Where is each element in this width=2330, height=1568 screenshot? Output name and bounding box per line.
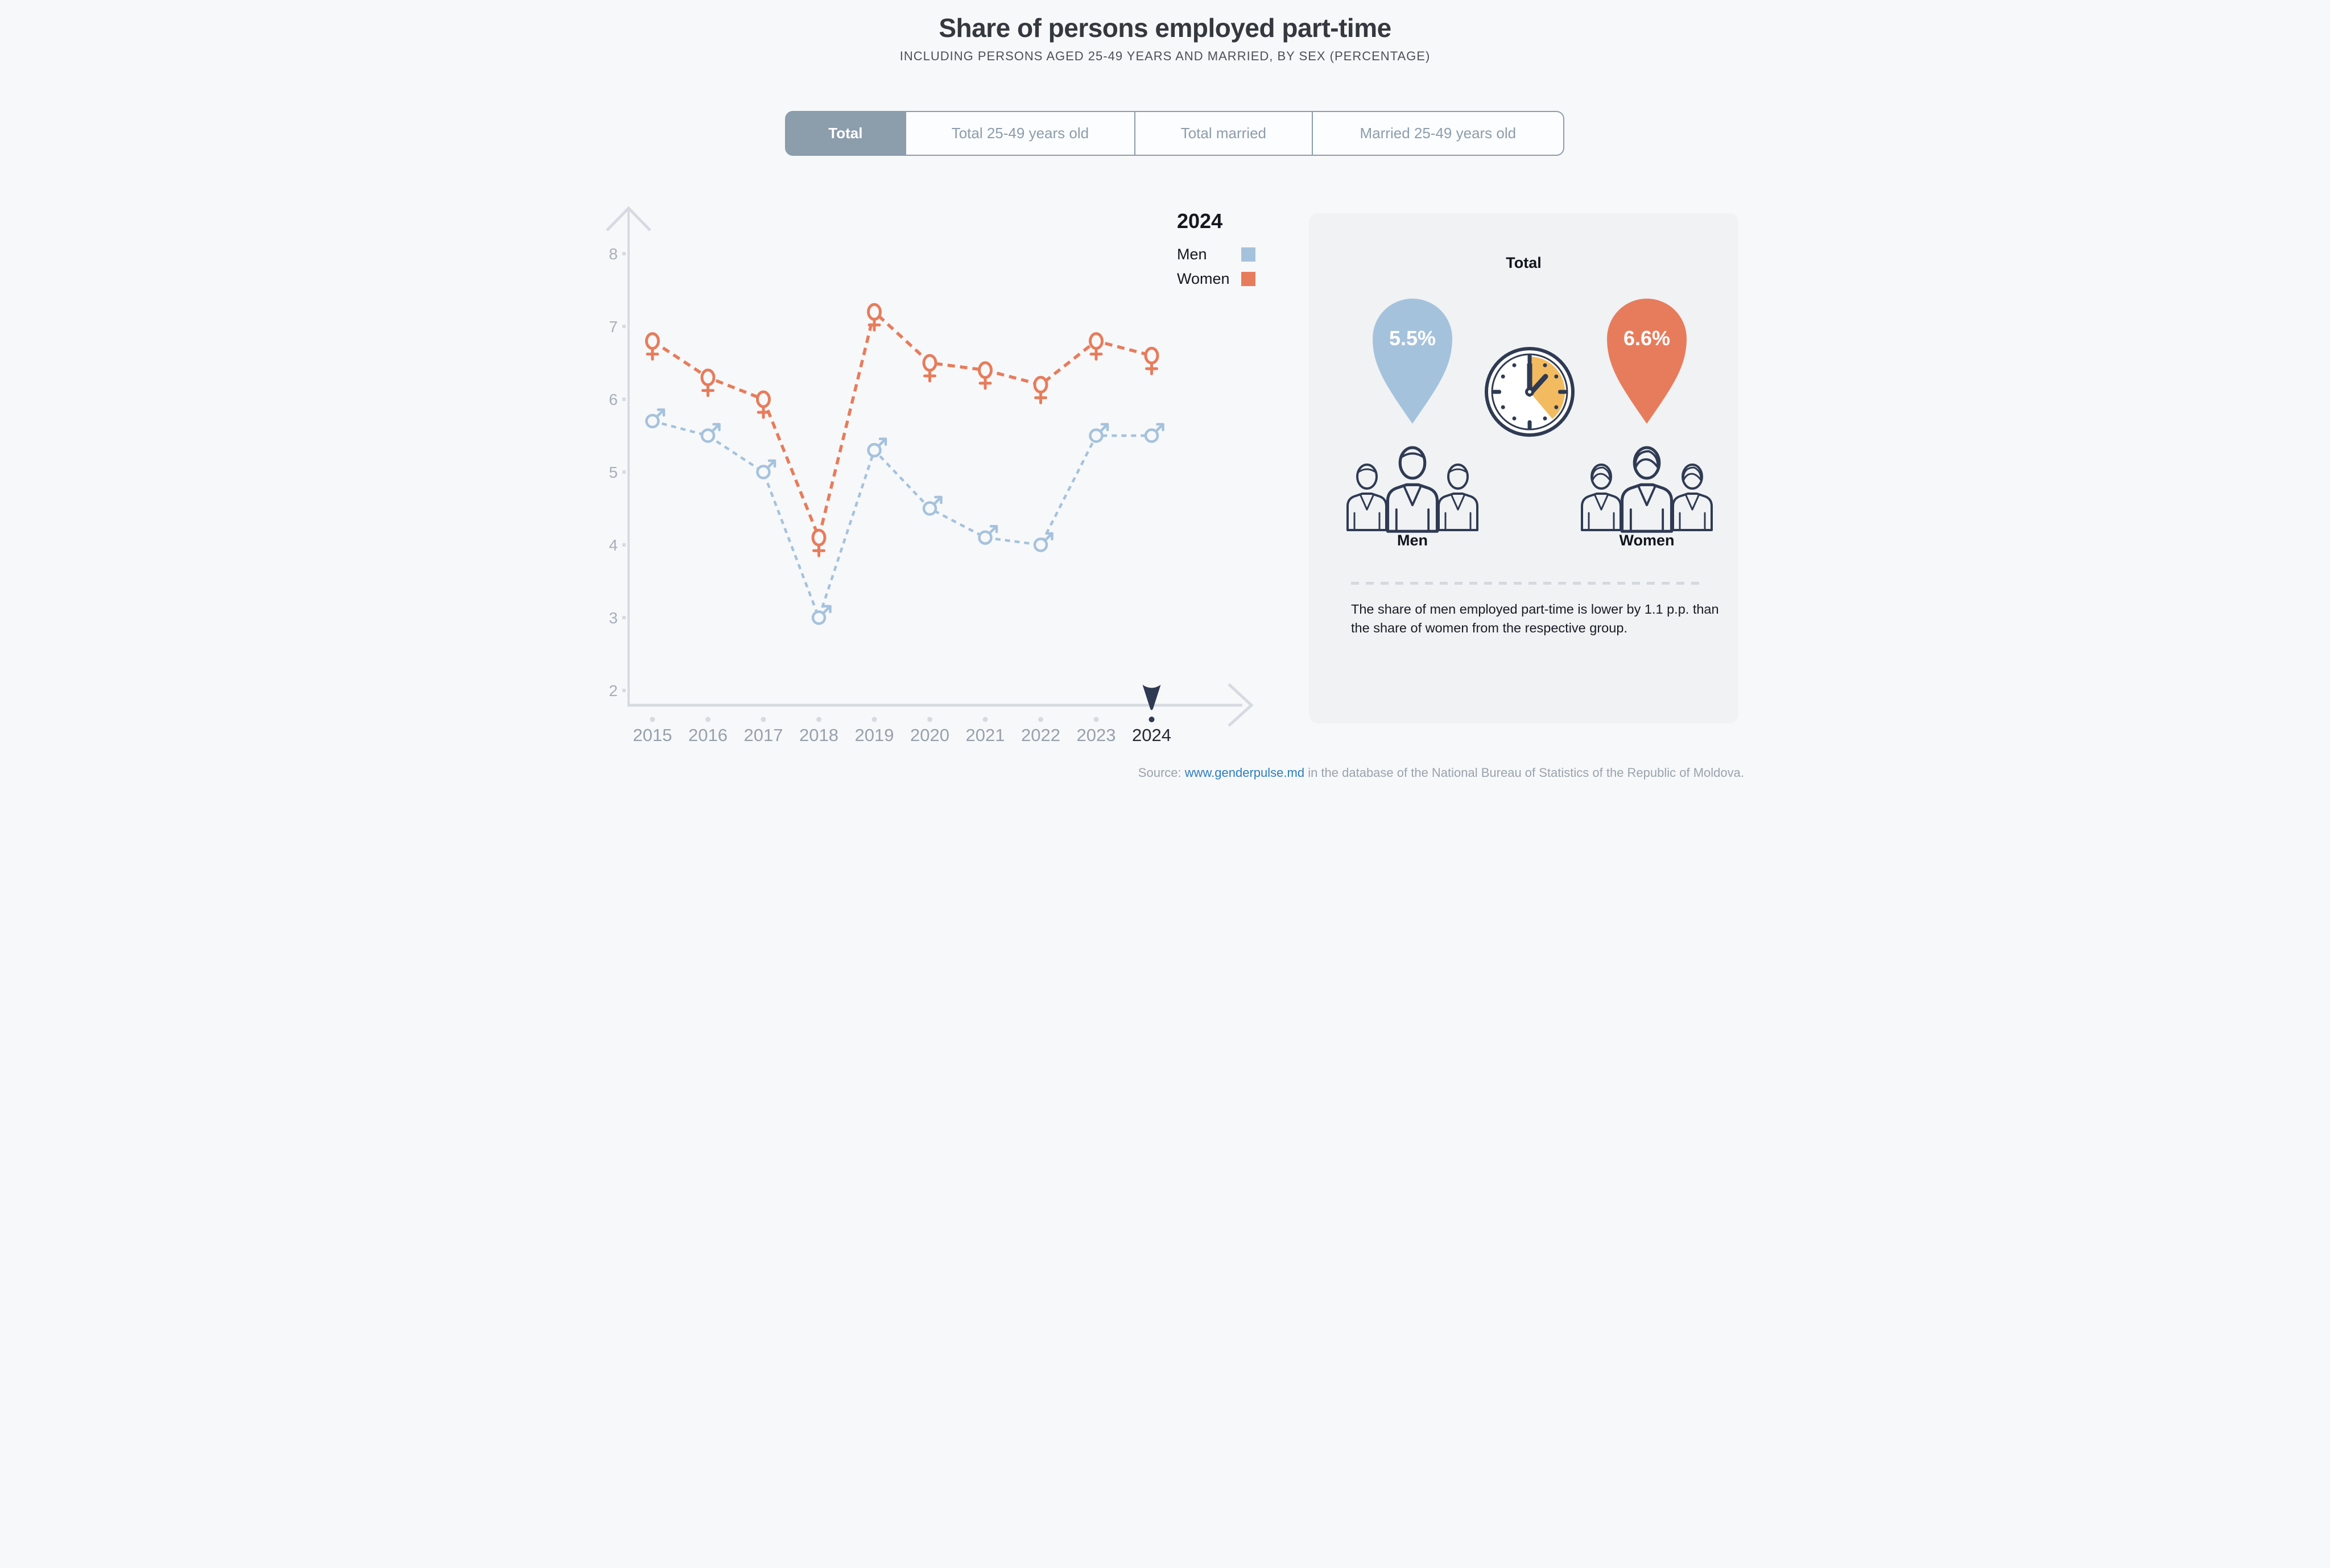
x-tick-label-2017[interactable]: 2017 [744,725,783,745]
series-markers-men [645,408,1164,625]
legend-item-women: Women [1177,270,1255,288]
source-prefix: Source: [1138,766,1185,780]
women-group-label: Women [1619,532,1675,549]
y-tick-label: 2 [609,682,618,700]
y-tick-mark [622,689,626,692]
year-dot [650,717,655,722]
y-tick-label: 6 [609,391,618,408]
y-axis-arrow-icon [606,206,651,231]
source-suffix: in the database of the National Bureau o… [1304,766,1744,780]
x-tick-label-2024[interactable]: 2024 [1132,725,1171,745]
women-value-pin: 6.6% [1607,299,1687,424]
year-dot [927,717,932,722]
y-tick-label: 5 [609,464,618,481]
men-value: 5.5% [1389,326,1436,350]
pin-shape-women [1607,299,1687,424]
x-tick-label-2021[interactable]: 2021 [966,725,1005,745]
tab-total-married[interactable]: Total married [1134,112,1312,155]
clock-wedge [1530,357,1565,419]
y-tick-mark [622,470,626,474]
y-tick-mark [622,398,626,401]
y-tick-label: 4 [609,536,618,554]
men-value-pin: 5.5% [1373,299,1452,424]
x-tick-label-2022[interactable]: 2022 [1021,725,1060,745]
page-header: Share of persons employed part-time INCL… [582,13,1748,64]
tab-bar: Total Total 25-49 years old Total married M… [785,111,1564,156]
men-group-icon [1346,438,1478,537]
page-title: Share of persons employed part-time [939,13,1391,43]
dashed-divider [1351,582,1706,585]
legend-label: Women [1177,270,1230,287]
year-dot [816,717,821,722]
clock-icon [1485,347,1575,437]
pin-shape-men [1373,299,1452,424]
x-axis-arrow-icon [1228,683,1254,727]
tab-total[interactable]: Total [786,112,905,155]
x-tick-label-2020[interactable]: 2020 [910,725,949,745]
legend-year: 2024 [1177,209,1223,233]
x-tick-label-2023[interactable]: 2023 [1077,725,1116,745]
panel-title: Total [1506,254,1542,271]
chart-legend: 2024 Men Women [1177,209,1255,295]
year-dot-selected [1149,717,1155,722]
year-selector-pin-icon[interactable] [1142,685,1161,710]
y-tick-label: 8 [609,245,618,263]
year-dot [871,717,877,722]
x-tick-label-2016[interactable]: 2016 [688,725,728,745]
summary-panel: Total 5.5% [1309,213,1738,723]
series-line-women [651,309,1152,543]
legend-item-men: Men [1177,246,1255,263]
tab-married-25-49-years-old[interactable]: Married 25-49 years old [1311,112,1563,155]
clock-center-dot [1528,390,1531,394]
y-tick-mark [622,616,626,619]
year-dot [982,717,988,722]
year-dot [1093,717,1099,722]
legend-swatch-women [1241,272,1255,286]
series-line-men [652,420,1152,622]
y-tick-mark [622,543,626,547]
men-group-label: Men [1397,532,1428,549]
y-tick-label: 3 [609,609,618,627]
panel-note: The share of men employed part-time is l… [1351,602,1719,636]
women-value: 6.6% [1623,326,1670,350]
x-tick-label-2015[interactable]: 2015 [633,725,672,745]
clock-marks [1492,354,1567,429]
line-chart: 2 3 4 5 6 7 8 2015 2016 2017 2018 2019 2020 2021 2022 2… [606,206,1254,745]
x-tick-label-2019[interactable]: 2019 [855,725,894,745]
infographic: Share of persons employed part-time INCL… [582,0,1748,784]
women-group-icon [1581,438,1713,537]
y-tick-mark [622,325,626,328]
source-line: Source: www.genderpulse.md in the databa… [1138,766,1744,780]
page-subtitle: INCLUDING PERSONS AGED 25-49 YEARS AND M… [899,49,1431,63]
year-dot [1038,717,1043,722]
source-link[interactable]: www.genderpulse.md [1184,766,1305,780]
series-markers-women [645,303,1159,557]
y-tick-mark [622,252,626,255]
legend-swatch-men [1241,247,1255,262]
year-dot [705,717,710,722]
year-dot [761,717,766,722]
tab-total-25-49-years-old[interactable]: Total 25-49 years old [904,112,1134,155]
y-tick-label: 7 [609,318,618,336]
x-tick-label-2018[interactable]: 2018 [799,725,838,745]
legend-label: Men [1177,246,1207,263]
